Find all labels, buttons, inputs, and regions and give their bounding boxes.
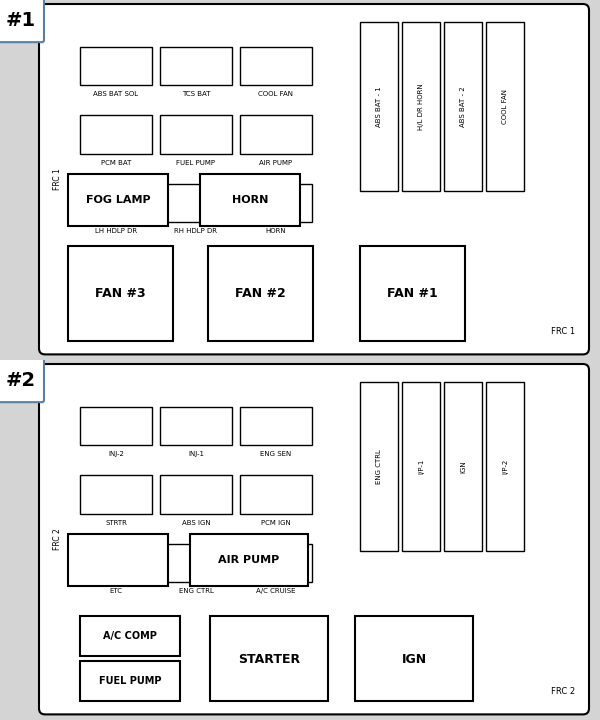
FancyBboxPatch shape (39, 364, 589, 714)
Bar (486, 22, 524, 191)
Text: HORN: HORN (266, 228, 286, 234)
Bar (160, 408, 232, 446)
Text: FAN #2: FAN #2 (235, 287, 286, 300)
Bar (80, 475, 152, 513)
Text: PCM IGN: PCM IGN (261, 520, 291, 526)
FancyBboxPatch shape (0, 0, 44, 42)
Text: COOL FAN: COOL FAN (259, 91, 293, 97)
Bar (240, 48, 312, 86)
Text: IGN: IGN (460, 460, 466, 473)
Text: STARTER: STARTER (238, 652, 300, 666)
Text: A/C CRUISE: A/C CRUISE (256, 588, 296, 594)
Bar (210, 616, 328, 701)
Bar (360, 382, 398, 551)
Bar (240, 115, 312, 153)
Text: ABS BAT - 2: ABS BAT - 2 (460, 86, 466, 127)
Text: FRC 2: FRC 2 (551, 688, 575, 696)
Text: STRTR: STRTR (105, 520, 127, 526)
Bar (160, 475, 232, 513)
Bar (80, 544, 152, 582)
Bar (80, 661, 180, 701)
Text: FAN #1: FAN #1 (387, 287, 438, 300)
Text: I/P-1: I/P-1 (418, 459, 424, 474)
Text: ENG SEN: ENG SEN (260, 451, 292, 457)
Bar (360, 246, 465, 341)
Bar (160, 48, 232, 86)
Bar (68, 246, 173, 341)
Bar (160, 544, 232, 582)
Text: I/P-2: I/P-2 (502, 459, 508, 474)
Text: A/C COMP: A/C COMP (103, 631, 157, 641)
Bar (444, 382, 482, 551)
Bar (80, 184, 152, 222)
Text: FAN #3: FAN #3 (95, 287, 146, 300)
Text: H/L DR HORN: H/L DR HORN (418, 83, 424, 130)
Bar (240, 408, 312, 446)
Text: FRC 2: FRC 2 (53, 528, 62, 550)
Text: LH HDLP DR: LH HDLP DR (95, 228, 137, 234)
Text: ABS IGN: ABS IGN (182, 520, 211, 526)
Text: ETC: ETC (110, 588, 122, 594)
Bar (402, 382, 440, 551)
Text: IGN: IGN (401, 652, 427, 666)
Bar (240, 544, 312, 582)
Text: #1: #1 (6, 11, 36, 30)
Text: TCS BAT: TCS BAT (182, 91, 210, 97)
Bar (208, 246, 313, 341)
Bar (68, 174, 168, 226)
Bar (68, 534, 168, 586)
Text: FRC 1: FRC 1 (53, 168, 62, 190)
Text: HORN: HORN (232, 195, 268, 204)
Bar (240, 475, 312, 513)
Bar (160, 184, 232, 222)
Text: ENG CTRL: ENG CTRL (376, 449, 382, 484)
FancyBboxPatch shape (0, 358, 44, 402)
Text: INJ-1: INJ-1 (188, 451, 204, 457)
Text: AIR PUMP: AIR PUMP (259, 160, 293, 166)
Text: ENG CTRL: ENG CTRL (179, 588, 214, 594)
Bar (360, 22, 398, 191)
Bar (444, 22, 482, 191)
Text: FRC 1: FRC 1 (551, 328, 575, 336)
Bar (190, 534, 308, 586)
Text: FUEL PUMP: FUEL PUMP (99, 676, 161, 686)
Text: PCM BAT: PCM BAT (101, 160, 131, 166)
Text: INJ-2: INJ-2 (108, 451, 124, 457)
Text: FUEL PUMP: FUEL PUMP (176, 160, 215, 166)
Bar (160, 115, 232, 153)
Bar (402, 22, 440, 191)
Text: AIR PUMP: AIR PUMP (218, 555, 280, 564)
Bar (80, 408, 152, 446)
FancyBboxPatch shape (39, 4, 589, 354)
Bar (80, 115, 152, 153)
Text: COOL FAN: COOL FAN (502, 89, 508, 124)
Text: ABS BAT - 1: ABS BAT - 1 (376, 86, 382, 127)
Bar (486, 382, 524, 551)
Bar (240, 184, 312, 222)
Text: FOG LAMP: FOG LAMP (86, 195, 151, 204)
Bar (200, 174, 300, 226)
Bar (80, 48, 152, 86)
Text: RH HDLP DR: RH HDLP DR (175, 228, 218, 234)
Bar (80, 616, 180, 656)
Bar (355, 616, 473, 701)
Text: ABS BAT SOL: ABS BAT SOL (94, 91, 139, 97)
Text: #2: #2 (6, 371, 36, 390)
